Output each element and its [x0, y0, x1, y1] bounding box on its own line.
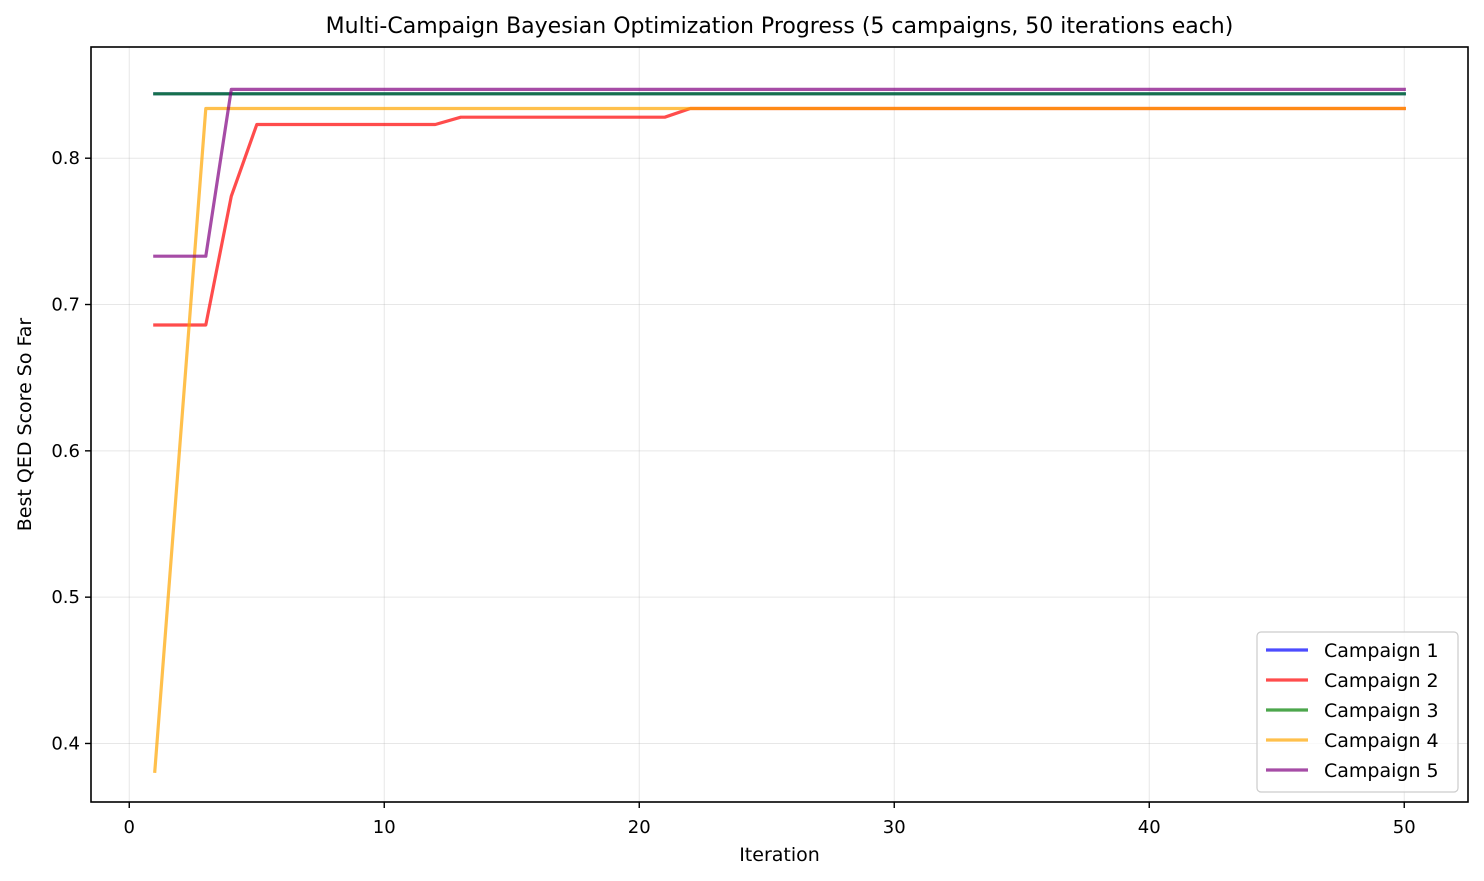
legend-label-1: Campaign 1 — [1324, 640, 1439, 662]
legend-label-4: Campaign 4 — [1324, 730, 1439, 752]
x-tick-label: 30 — [883, 817, 906, 838]
y-tick-label: 0.7 — [51, 295, 80, 316]
series-lines — [153, 87, 1406, 774]
series-line-2 — [153, 106, 1406, 327]
plot-frame — [90, 46, 1469, 803]
y-tick-label: 0.8 — [51, 148, 80, 169]
x-tick-label: 10 — [373, 817, 396, 838]
grid — [91, 47, 1468, 802]
series-line-5 — [153, 87, 1406, 258]
x-axis-label: Iteration — [739, 844, 820, 866]
axis-ticks: 0 10 20 30 40 50 0.4 0.5 0.6 0.7 0.8 — [51, 148, 1415, 838]
y-tick-label: 0.5 — [51, 587, 80, 608]
legend-label-3: Campaign 3 — [1324, 700, 1439, 722]
x-tick-label: 50 — [1393, 817, 1416, 838]
x-tick-label: 0 — [124, 817, 135, 838]
chart-title: Multi-Campaign Bayesian Optimization Pro… — [326, 14, 1234, 39]
legend-label-5: Campaign 5 — [1324, 760, 1439, 782]
x-tick-label: 20 — [628, 817, 651, 838]
series-line-4 — [153, 106, 1406, 774]
y-axis-label: Best QED Score So Far — [14, 318, 36, 532]
legend: Campaign 1 Campaign 2 Campaign 3 Campaign 4… — [1256, 631, 1459, 793]
y-tick-label: 0.6 — [51, 441, 80, 462]
legend-label-2: Campaign 2 — [1324, 670, 1439, 692]
x-tick-label: 40 — [1138, 817, 1161, 838]
y-tick-label: 0.4 — [51, 733, 80, 754]
legend-box — [1256, 631, 1459, 793]
